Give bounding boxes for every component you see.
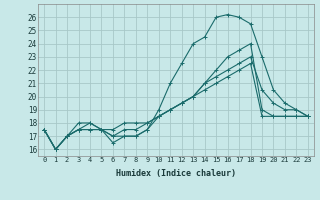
X-axis label: Humidex (Indice chaleur): Humidex (Indice chaleur) xyxy=(116,169,236,178)
